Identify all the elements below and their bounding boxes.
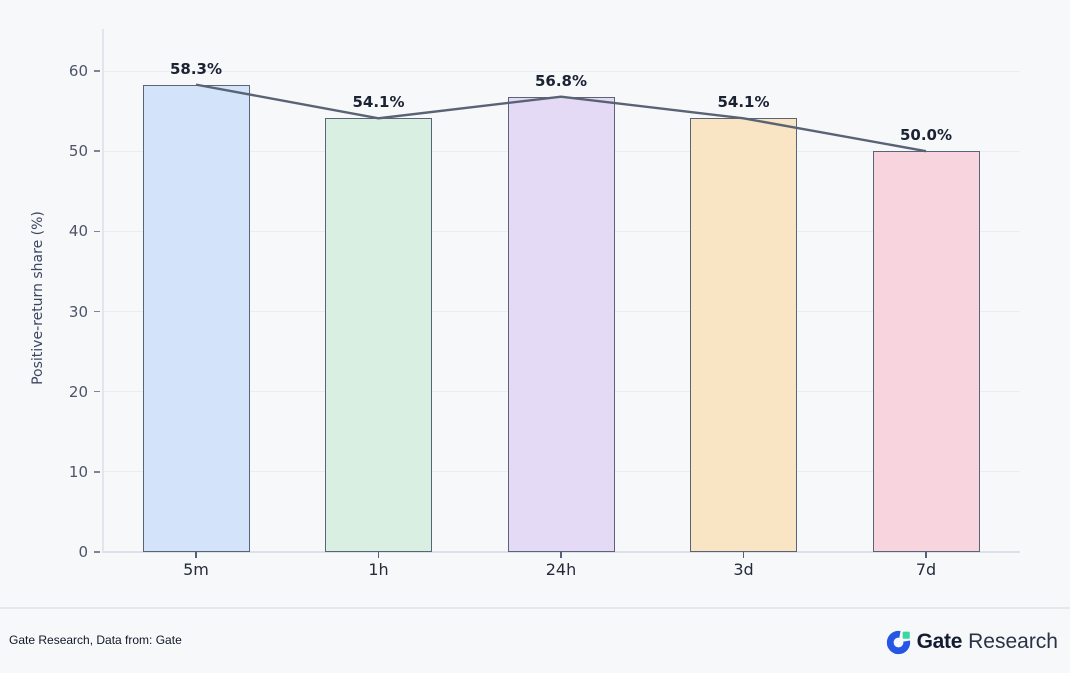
y-gridline: [102, 70, 1020, 72]
y-tick-label: 0: [78, 543, 88, 561]
x-tick-label: 5m: [183, 560, 209, 579]
y-tick-mark: [94, 150, 100, 152]
x-tick-mark: [560, 552, 562, 558]
footer-divider: [0, 607, 1070, 609]
bar: [690, 118, 797, 552]
x-tick-mark: [195, 552, 197, 558]
bar: [325, 118, 432, 552]
bar: [872, 151, 980, 552]
x-tick-label: 24h: [545, 560, 577, 579]
y-tick-label: 50: [68, 142, 88, 161]
x-tick-mark: [377, 552, 380, 558]
y-tick-label: 40: [68, 222, 88, 241]
x-tick-label: 7d: [915, 560, 937, 579]
y-tick-mark: [94, 310, 100, 313]
bar-value-label: 54.1%: [352, 93, 405, 112]
y-tick-mark: [94, 390, 100, 393]
y-tick-label: 60: [68, 62, 88, 80]
bar-value-label: 58.3%: [169, 59, 223, 78]
y-tick-mark: [94, 230, 100, 233]
x-tick-label: 3d: [733, 560, 754, 579]
y-axis-spine: [102, 29, 104, 552]
bar-value-label: 50.0%: [899, 126, 953, 145]
bar: [507, 96, 615, 552]
y-axis-title: Positive-return share (%): [30, 211, 46, 385]
brand-suffix: Research: [968, 630, 1058, 653]
y-tick-mark: [94, 471, 100, 473]
gate-logo-icon: [886, 630, 910, 654]
source-note: Gate Research, Data from: Gate: [9, 633, 182, 647]
x-tick-mark: [925, 552, 927, 558]
x-tick-mark: [742, 552, 745, 558]
y-tick-mark: [94, 551, 100, 553]
y-tick-label: 20: [68, 382, 88, 401]
y-tick-label: 30: [68, 302, 88, 321]
bar: [142, 84, 250, 552]
y-tick-mark: [94, 70, 100, 72]
gate-research-logo: Gate Research: [885, 625, 1058, 659]
x-tick-label: 1h: [368, 560, 389, 579]
y-tick-label: 10: [68, 462, 88, 481]
bar-value-label: 56.8%: [534, 71, 588, 90]
bar-value-label: 54.1%: [717, 93, 770, 112]
brand-name: Gate: [916, 630, 963, 653]
